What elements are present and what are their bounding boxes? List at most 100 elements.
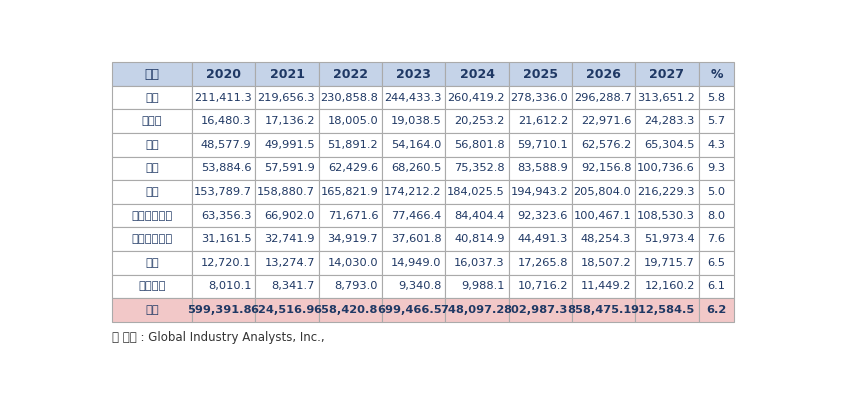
Text: 중국: 중국 — [145, 164, 159, 173]
Bar — [699, 86, 734, 110]
Text: 216,229.3: 216,229.3 — [637, 187, 694, 197]
Bar — [572, 180, 636, 204]
Text: 53,884.6: 53,884.6 — [201, 164, 252, 173]
Text: 8.0: 8.0 — [707, 211, 726, 220]
Bar — [445, 251, 509, 274]
Bar — [255, 180, 319, 204]
Text: 260,419.2: 260,419.2 — [448, 93, 505, 103]
Bar — [319, 204, 382, 227]
Text: 100,736.6: 100,736.6 — [637, 164, 694, 173]
Bar — [445, 274, 509, 298]
Text: 8,010.1: 8,010.1 — [208, 281, 252, 291]
Bar — [319, 110, 382, 133]
Text: 699,466.5: 699,466.5 — [377, 305, 442, 315]
Text: 6.1: 6.1 — [707, 281, 725, 291]
Text: 194,943.2: 194,943.2 — [511, 187, 568, 197]
Text: 6.5: 6.5 — [707, 258, 725, 268]
Bar — [382, 298, 445, 322]
Bar — [509, 204, 572, 227]
Text: 802,987.3: 802,987.3 — [504, 305, 568, 315]
Text: 31,161.5: 31,161.5 — [201, 234, 252, 244]
Text: 37,601.8: 37,601.8 — [391, 234, 442, 244]
Bar — [319, 227, 382, 251]
Text: 5.7: 5.7 — [707, 116, 726, 126]
Bar — [572, 298, 636, 322]
Text: 미국: 미국 — [145, 93, 159, 103]
Text: 아시아태평양: 아시아태평양 — [131, 211, 173, 220]
Bar — [192, 227, 255, 251]
Text: 중동: 중동 — [145, 258, 159, 268]
Text: 10,716.2: 10,716.2 — [517, 281, 568, 291]
Text: 184,025.5: 184,025.5 — [447, 187, 505, 197]
Bar — [636, 86, 699, 110]
Text: 8,341.7: 8,341.7 — [271, 281, 315, 291]
Text: 59,710.1: 59,710.1 — [517, 140, 568, 150]
Bar — [192, 251, 255, 274]
Bar — [255, 298, 319, 322]
Bar — [509, 251, 572, 274]
Bar — [319, 133, 382, 157]
Bar — [319, 157, 382, 180]
Text: 24,283.3: 24,283.3 — [644, 116, 694, 126]
Text: 34,919.7: 34,919.7 — [328, 234, 378, 244]
Text: 14,030.0: 14,030.0 — [328, 258, 378, 268]
Text: 22,971.6: 22,971.6 — [581, 116, 631, 126]
Bar — [382, 251, 445, 274]
Bar — [572, 133, 636, 157]
Text: 49,991.5: 49,991.5 — [264, 140, 315, 150]
Bar — [192, 274, 255, 298]
Bar — [636, 62, 699, 86]
Text: 21,612.2: 21,612.2 — [517, 116, 568, 126]
Bar — [572, 62, 636, 86]
Text: 일본: 일본 — [145, 140, 159, 150]
Bar — [572, 227, 636, 251]
Bar — [445, 133, 509, 157]
Text: 18,507.2: 18,507.2 — [580, 258, 631, 268]
Bar — [255, 110, 319, 133]
Text: 205,804.0: 205,804.0 — [574, 187, 631, 197]
Bar — [699, 180, 734, 204]
Bar — [445, 157, 509, 180]
Text: 54,164.0: 54,164.0 — [391, 140, 442, 150]
Text: 278,336.0: 278,336.0 — [511, 93, 568, 103]
Text: %: % — [711, 68, 722, 81]
Bar — [445, 204, 509, 227]
Text: 658,420.8: 658,420.8 — [314, 305, 378, 315]
Bar — [509, 110, 572, 133]
Bar — [572, 251, 636, 274]
Bar — [636, 157, 699, 180]
Bar — [255, 274, 319, 298]
Text: 48,254.3: 48,254.3 — [581, 234, 631, 244]
Bar — [445, 227, 509, 251]
Bar — [319, 180, 382, 204]
Bar — [636, 227, 699, 251]
Text: 아프리카: 아프리카 — [138, 281, 166, 291]
Bar — [509, 157, 572, 180]
Bar — [111, 274, 192, 298]
Bar — [192, 86, 255, 110]
Bar — [319, 298, 382, 322]
Bar — [509, 86, 572, 110]
Bar — [255, 62, 319, 86]
Bar — [445, 62, 509, 86]
Text: 4.3: 4.3 — [707, 140, 725, 150]
Bar — [572, 110, 636, 133]
Text: 12,160.2: 12,160.2 — [644, 281, 694, 291]
Text: 13,274.7: 13,274.7 — [265, 258, 315, 268]
Text: 84,404.4: 84,404.4 — [454, 211, 505, 220]
Text: 244,433.3: 244,433.3 — [384, 93, 442, 103]
Text: 2021: 2021 — [270, 68, 305, 81]
Text: 2025: 2025 — [523, 68, 558, 81]
Text: 유럽: 유럽 — [145, 187, 159, 197]
Bar — [111, 157, 192, 180]
Bar — [699, 251, 734, 274]
Bar — [111, 298, 192, 322]
Bar — [319, 62, 382, 86]
Text: 57,591.9: 57,591.9 — [264, 164, 315, 173]
Text: 2024: 2024 — [460, 68, 494, 81]
Text: 313,651.2: 313,651.2 — [637, 93, 694, 103]
Text: 14,949.0: 14,949.0 — [391, 258, 442, 268]
Bar — [192, 180, 255, 204]
Text: 5.0: 5.0 — [707, 187, 726, 197]
Text: 165,821.9: 165,821.9 — [320, 187, 378, 197]
